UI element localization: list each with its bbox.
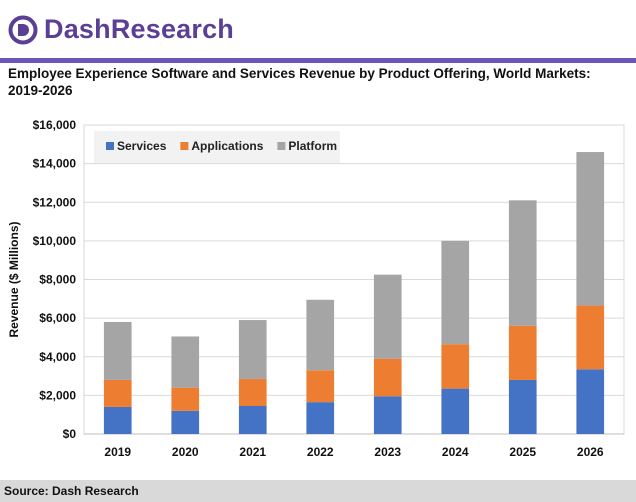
x-tick-label: 2023 <box>374 445 401 459</box>
x-tick-label: 2021 <box>239 445 266 459</box>
header: DashResearch <box>0 0 636 63</box>
y-tick-label: $8,000 <box>39 273 76 287</box>
bar-services-2024 <box>441 388 470 434</box>
legend-swatch-platform <box>277 142 286 150</box>
bar-applications-2024 <box>441 344 470 389</box>
bar-applications-2021 <box>238 378 267 406</box>
brand-logo[interactable]: DashResearch <box>8 14 234 45</box>
bar-services-2019 <box>103 406 132 434</box>
bar-applications-2025 <box>508 325 537 380</box>
bar-platform-2019 <box>103 321 132 380</box>
y-tick-label: $4,000 <box>39 350 76 364</box>
legend-label-services: Services <box>117 139 167 153</box>
chart-title: Employee Experience Software and Service… <box>8 66 591 98</box>
y-tick-label: $0 <box>63 427 77 441</box>
bar-applications-2023 <box>373 358 402 397</box>
legend-swatch-services <box>106 142 114 150</box>
dashresearch-logo-icon <box>8 15 38 44</box>
y-tick-label: $10,000 <box>33 234 77 248</box>
bar-services-2020 <box>171 410 200 434</box>
bar-applications-2022 <box>306 370 335 403</box>
bar-applications-2026 <box>576 305 605 370</box>
bar-platform-2023 <box>373 274 402 359</box>
legend-label-applications: Applications <box>191 139 263 153</box>
x-tick-label: 2024 <box>442 445 469 459</box>
x-tick-label: 2019 <box>104 445 131 459</box>
bar-applications-2020 <box>171 387 200 411</box>
bar-platform-2026 <box>576 152 605 306</box>
y-tick-label: $14,000 <box>33 157 77 171</box>
bar-services-2026 <box>576 369 605 434</box>
bar-platform-2021 <box>238 320 267 379</box>
bar-services-2023 <box>373 396 402 434</box>
bar-platform-2020 <box>171 336 200 388</box>
bar-platform-2022 <box>306 299 335 371</box>
bar-services-2025 <box>508 379 537 434</box>
y-axis-label: Revenue ($ Millions) <box>7 221 21 337</box>
x-tick-label: 2025 <box>509 445 536 459</box>
brand-name: DashResearch <box>44 14 235 44</box>
bar-services-2022 <box>306 402 335 434</box>
x-tick-label: 2022 <box>307 445 334 459</box>
bar-services-2021 <box>238 405 267 434</box>
bar-applications-2019 <box>103 379 132 407</box>
x-tick-label: 2020 <box>172 445 199 459</box>
source-note: Source: Dash Research <box>0 480 636 502</box>
y-tick-label: $2,000 <box>39 388 76 402</box>
bar-platform-2024 <box>441 240 470 345</box>
legend-box <box>94 131 340 163</box>
y-tick-label: $16,000 <box>33 118 77 132</box>
stacked-bar-chart: $0 $2,000 $4,000 $6,000 $8,000 $10,000 $12,000… <box>7 118 625 459</box>
y-tick-label: $12,000 <box>33 195 77 209</box>
legend-swatch-applications <box>180 142 189 150</box>
header-accent-bar <box>0 58 636 63</box>
bar-platform-2025 <box>508 200 537 326</box>
legend-label-platform: Platform <box>288 139 337 153</box>
x-tick-label: 2026 <box>577 445 604 459</box>
y-tick-label: $6,000 <box>39 311 76 325</box>
